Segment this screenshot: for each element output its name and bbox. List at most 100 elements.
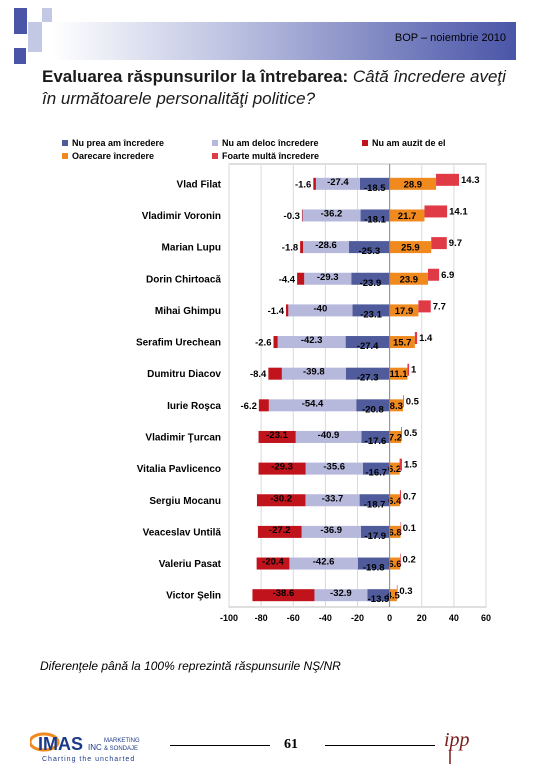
- category-label: Sergiu Mocanu: [149, 496, 221, 507]
- bar: [400, 521, 402, 534]
- x-tick-label: 40: [449, 613, 459, 623]
- bar: [418, 300, 431, 313]
- data-label: 6.6: [388, 559, 401, 570]
- bar: [389, 304, 419, 317]
- data-label: 17.9: [395, 306, 414, 317]
- bar: [357, 557, 390, 570]
- legend-swatch: [212, 140, 218, 146]
- bar: [300, 241, 304, 254]
- data-label: 23.9: [400, 274, 419, 285]
- bar: [273, 336, 278, 349]
- data-label: -42.3: [301, 335, 323, 346]
- title-question: Câtă încredere aveţi în următoarele pers…: [42, 67, 506, 108]
- x-tick-label: -40: [319, 613, 332, 623]
- data-label: 7.7: [433, 301, 446, 312]
- bar: [302, 209, 361, 222]
- x-tick-label: -80: [255, 613, 268, 623]
- bar: [256, 557, 290, 570]
- category-label: Valeriu Pasat: [159, 559, 222, 570]
- bar: [359, 177, 390, 190]
- data-label: -18.7: [364, 499, 386, 510]
- bar: [424, 205, 448, 218]
- category-label: Veaceslav Untilă: [143, 527, 222, 538]
- bar: [428, 268, 440, 281]
- legend-swatch: [362, 140, 368, 146]
- bar: [305, 462, 363, 475]
- bar: [431, 237, 447, 250]
- category-label: Serafim Urechean: [136, 338, 221, 349]
- bar: [361, 430, 390, 443]
- footer-line-right: [325, 745, 435, 746]
- data-label: 0.5: [406, 396, 420, 407]
- data-label: -20.4: [262, 557, 284, 568]
- bar: [359, 494, 390, 507]
- bar: [303, 241, 349, 254]
- imas-logo-text: IMAS: [38, 734, 83, 754]
- bar: [281, 367, 346, 380]
- bar: [268, 399, 357, 412]
- data-label: -27.4: [327, 177, 349, 188]
- bar: [257, 525, 302, 538]
- bar: [258, 462, 306, 475]
- category-label: Victor Şelin: [166, 591, 221, 602]
- data-label: -1.6: [295, 179, 311, 190]
- data-label: -17.9: [364, 531, 386, 542]
- category-label: Dorin Chirtoacă: [146, 274, 221, 285]
- data-label: -39.8: [303, 367, 325, 378]
- data-label: 0.3: [399, 586, 412, 597]
- legend-entry: Oarecare încredere: [72, 151, 154, 161]
- bar: [400, 553, 401, 566]
- data-label: -27.3: [357, 373, 379, 384]
- data-label: 1.5: [404, 460, 418, 471]
- bar: [348, 241, 390, 254]
- bar: [389, 336, 415, 349]
- x-tick-label: 20: [417, 613, 427, 623]
- category-label: Dumitru Diacov: [147, 369, 221, 380]
- category-label: Marian Lupu: [162, 243, 221, 254]
- category-label: Vitalia Pavlicenco: [137, 464, 221, 475]
- data-label: 6.8: [388, 527, 401, 538]
- bar: [289, 557, 358, 570]
- bar: [305, 494, 360, 507]
- data-label: -6.2: [241, 401, 257, 412]
- imas-logo-sub2: MARKETING: [104, 738, 140, 744]
- imas-logo: IMAS INC MARKETING & SONDAJE Charting th…: [28, 728, 170, 764]
- data-label: -23.9: [360, 278, 382, 289]
- bar: [389, 399, 403, 412]
- data-label: -25.3: [358, 246, 380, 257]
- imas-logo-sub3: & SONDAJE: [104, 746, 138, 752]
- decor-square-dark2: [14, 48, 26, 64]
- imas-logo-tagline: Charting the uncharted: [42, 756, 135, 763]
- data-label: -0.3: [284, 211, 300, 222]
- data-label: -29.3: [271, 462, 293, 473]
- data-label: -33.7: [322, 493, 344, 504]
- bar: [389, 462, 400, 475]
- title-lead: Evaluarea răspunsurilor la întrebarea:: [42, 67, 349, 86]
- data-label: -18.5: [364, 183, 386, 194]
- data-label: 14.3: [461, 175, 480, 186]
- bar: [351, 272, 390, 285]
- data-label: -36.9: [320, 525, 342, 536]
- x-tick-label: 60: [481, 613, 491, 623]
- decor-square-light: [28, 22, 42, 52]
- bar: [414, 332, 418, 345]
- bar: [389, 272, 429, 285]
- data-label: -20.8: [362, 404, 384, 415]
- bar: [277, 336, 346, 349]
- data-label: -23.1: [360, 309, 382, 320]
- data-label: -27.4: [357, 341, 379, 352]
- bar: [352, 304, 390, 317]
- bar: [360, 209, 390, 222]
- data-label: 11.1: [390, 369, 409, 380]
- imas-logo-sub1: INC: [88, 743, 102, 752]
- x-tick-label: -60: [287, 613, 300, 623]
- x-tick-label: 0: [387, 613, 392, 623]
- bar: [399, 490, 402, 503]
- data-label: 25.9: [401, 243, 420, 254]
- data-label: 0.2: [403, 555, 416, 566]
- legend-swatch: [212, 153, 218, 159]
- bar: [399, 458, 402, 471]
- data-label: 6.9: [441, 270, 454, 281]
- bar: [256, 494, 306, 507]
- data-label: 0.7: [403, 491, 416, 502]
